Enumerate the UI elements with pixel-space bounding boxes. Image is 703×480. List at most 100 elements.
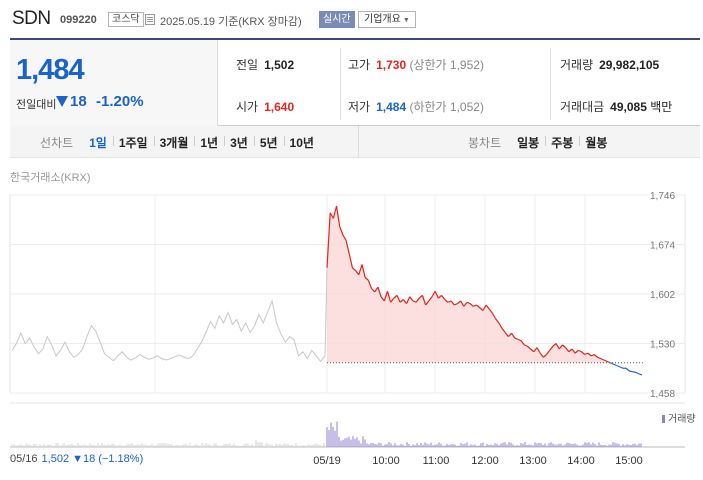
company-overview-label: 기업개요 — [364, 14, 401, 25]
today-line-segment — [552, 343, 557, 347]
today-line-segment — [587, 352, 592, 357]
tab-1w[interactable]: 1주일 — [112, 134, 154, 151]
today-line-segment — [386, 291, 392, 303]
today-line-segment — [329, 212, 334, 219]
today-line-segment — [355, 270, 360, 276]
today-line-segment — [485, 304, 490, 310]
tab-5y[interactable]: 5년 — [253, 134, 284, 151]
today-line-segment — [380, 296, 385, 302]
y-axis-ticks: 1,746 1,674 1,602 1,530 1,458 — [650, 191, 675, 400]
divider — [358, 126, 359, 158]
today-line-segment — [536, 347, 541, 354]
today-line-segment — [638, 373, 643, 376]
change-percent: -1.20% — [96, 93, 144, 110]
prev-day-series — [11, 299, 326, 363]
stock-name: SDN — [12, 8, 51, 29]
tab-3y[interactable]: 3년 — [224, 134, 254, 151]
today-line-segment — [441, 295, 446, 300]
x-tick-label: 11:00 — [423, 455, 450, 467]
company-overview-button[interactable]: 기업개요 ▼ — [358, 11, 416, 28]
today-line-segment — [558, 344, 563, 350]
today-line-segment — [546, 350, 551, 355]
today-line-segment — [418, 294, 423, 299]
today-line-segment — [498, 322, 503, 329]
today-line-segment — [396, 295, 401, 303]
today-line-segment — [412, 300, 417, 303]
footer-date: 05/16 — [10, 453, 38, 465]
today-line-segment — [358, 264, 363, 275]
candle-chart-title: 봉차트 — [468, 135, 502, 150]
x-tick-label: 15:00 — [615, 455, 643, 467]
today-line-segment — [632, 371, 636, 373]
today-line-segment — [533, 347, 538, 353]
tab-daily[interactable]: 일봉 — [517, 135, 540, 150]
today-line-segment — [352, 267, 357, 272]
today-line-segment — [460, 300, 465, 307]
y-tick-label: 1,458 — [650, 389, 675, 400]
exchange-label: 한국거래소(KRX) — [10, 172, 91, 184]
tab-weekly[interactable]: 주봉 — [545, 134, 579, 151]
y-tick-label: 1,602 — [650, 290, 675, 301]
caret-down-icon: ▼ — [402, 17, 410, 24]
volume-legend: 거래량 — [662, 410, 696, 425]
stat-low: 저가 1,484 (하한가 1,052) — [348, 100, 484, 114]
stat-open: 시가 1,640 — [236, 100, 295, 114]
tab-3m[interactable]: 3개월 — [153, 134, 195, 151]
today-line-segment — [491, 312, 497, 320]
stat-prev-close: 전일 1,502 — [236, 58, 295, 72]
today-line-segment — [415, 297, 420, 303]
today-line-segment — [495, 318, 500, 324]
stat-volume: 거래량 29,982,105 — [560, 58, 660, 72]
today-line-segment — [590, 353, 595, 357]
today-line-segment — [469, 303, 474, 307]
line-chart-tabs: 선차트 1일 1주일 3개월 1년 3년 5년 10년 — [40, 126, 320, 158]
today-line-segment — [326, 212, 331, 268]
today-line-segment — [520, 340, 525, 346]
today-line-segment — [488, 308, 493, 314]
down-triangle-icon — [56, 96, 68, 107]
tab-monthly[interactable]: 월봉 — [579, 134, 613, 151]
quote-box: 1,484 전일대비 18 -1.20% 전일 1,502 고가 1,730 (상한… — [10, 38, 700, 126]
plot-border — [9, 194, 686, 394]
today-line-segment — [332, 205, 338, 219]
today-line-segment — [463, 301, 468, 307]
today-line-segment — [542, 354, 547, 358]
today-line-segment — [482, 304, 487, 311]
x-axis-ticks: 05/19 10:00 11:00 12:00 13:00 14:00 15:00 — [313, 455, 643, 467]
y-tick-label: 1,746 — [650, 191, 675, 202]
today-line-segment — [425, 300, 430, 306]
today-line-segment — [371, 288, 376, 293]
today-line-segment — [447, 300, 452, 303]
market-badge: 코스닥 — [108, 12, 144, 27]
y-tick-label: 1,674 — [650, 241, 675, 252]
session-connector — [324, 267, 328, 356]
today-line-segment — [629, 370, 633, 373]
today-line-segment — [593, 354, 598, 358]
today-line-segment — [600, 358, 605, 361]
tab-1d[interactable]: 1일 — [89, 135, 107, 150]
today-series — [324, 205, 643, 376]
today-line-segment — [609, 362, 614, 365]
today-line-segment — [501, 328, 506, 333]
footer-quote: 1,502 ▼18 (−1.18%) — [41, 453, 144, 465]
realtime-button[interactable]: 실시간 — [319, 11, 355, 28]
calendar-icon — [145, 14, 155, 25]
tab-10y[interactable]: 10년 — [283, 134, 320, 151]
today-line-segment — [335, 205, 341, 227]
today-line-segment — [434, 290, 439, 299]
price-area: 1,484 전일대비 18 -1.20% — [10, 40, 218, 126]
today-line-segment — [457, 300, 462, 305]
today-line-segment — [428, 296, 433, 302]
today-line-segment — [619, 366, 624, 369]
today-line-segment — [390, 297, 395, 303]
today-line-segment — [383, 291, 389, 302]
tab-1y[interactable]: 1년 — [194, 134, 224, 151]
today-area-fill — [327, 206, 642, 363]
x-tick-label: 10:00 — [372, 455, 400, 467]
today-line-segment — [584, 352, 589, 356]
today-line-segment — [514, 337, 519, 340]
today-line-segment — [377, 286, 382, 297]
today-line-segment — [581, 351, 586, 355]
today-line-segment — [597, 356, 601, 360]
today-line-segment — [613, 363, 617, 367]
